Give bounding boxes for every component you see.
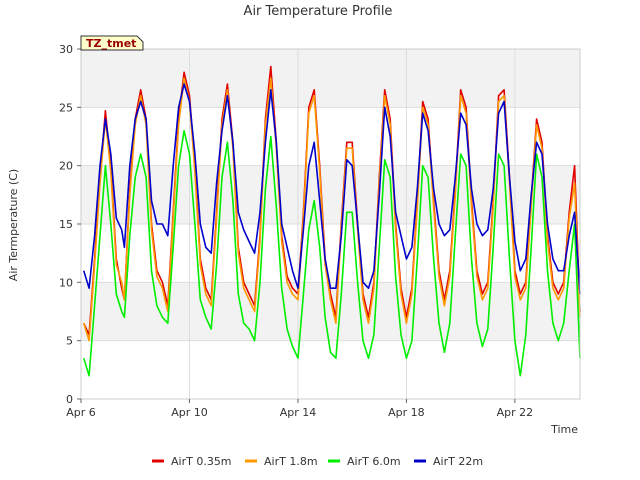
x-tick-label: Apr 18 [388,406,425,419]
x-tick-label: Apr 10 [171,406,208,419]
badge-box [80,35,144,51]
x-axis-ticks: Apr 6 Apr 10 Apr 14 Apr 18 Apr 22 [66,399,533,419]
y-tick-label: 15 [59,218,73,231]
legend-label: AirT 6.0m [347,455,401,468]
plot-band [81,49,580,108]
x-axis-label: Time [550,423,578,436]
legend-label: AirT 1.8m [264,455,318,468]
y-tick-label: 5 [66,335,73,348]
station-badge: TZ_tmet [80,35,144,51]
series-line [82,129,581,377]
x-tick-label: Apr 22 [497,406,534,419]
y-axis-ticks: 0 5 10 15 20 25 30 [59,43,81,406]
x-tick-label: Apr 14 [280,406,317,419]
y-axis-label: Air Termperature (C) [7,169,20,281]
y-tick-label: 0 [66,393,73,406]
y-tick-label: 25 [59,101,73,114]
series-line [82,83,581,295]
chart-title: Air Temperature Profile [244,4,393,19]
y-tick-label: 30 [59,43,73,56]
legend-item: AirT 22m [414,455,483,468]
legend-item: AirT 6.0m [328,455,401,468]
legend-label: AirT 0.35m [171,455,232,468]
legend-label: AirT 22m [433,455,483,468]
legend-item: AirT 0.35m [152,455,232,468]
legend: AirT 0.35m AirT 1.8m AirT 6.0m AirT 22m [152,455,483,468]
badge-label: TZ_tmet [86,37,136,50]
x-tick-label: Apr 6 [66,406,96,419]
y-tick-label: 10 [59,276,73,289]
legend-item: AirT 1.8m [245,455,318,468]
series-layer [82,65,581,377]
y-tick-label: 20 [59,160,73,173]
